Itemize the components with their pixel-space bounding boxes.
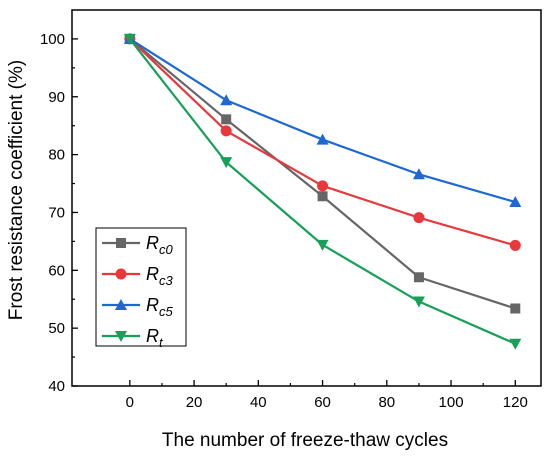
- data-point: [317, 180, 329, 192]
- x-tick-label: 120: [503, 394, 528, 411]
- x-axis-label: The number of freeze-thaw cycles: [162, 430, 448, 451]
- series-line: [129, 38, 516, 310]
- x-axis-ticks: 0 20 40 60 80 100 120: [126, 380, 528, 411]
- y-tick-label: 70: [48, 204, 65, 221]
- y-tick-label: 90: [48, 89, 65, 106]
- data-point: [510, 303, 521, 314]
- series-line: [129, 37, 516, 204]
- y-tick-label: 100: [40, 31, 65, 48]
- y-tick-label: 60: [48, 262, 65, 279]
- data-point: [413, 272, 424, 283]
- x-tick-label: 20: [186, 394, 203, 411]
- y-axis-ticks: 40 50 60 70 80 90 100: [40, 31, 78, 395]
- legend-marker: [115, 268, 127, 280]
- data-point: [509, 196, 522, 208]
- legend-marker: [115, 331, 127, 342]
- data-point: [509, 239, 521, 251]
- y-tick-label: 40: [48, 378, 65, 395]
- data-point: [316, 133, 329, 145]
- data-point: [412, 168, 425, 180]
- data-point: [220, 125, 232, 137]
- data-point: [413, 212, 425, 224]
- legend-marker: [115, 299, 127, 310]
- data-point: [221, 114, 232, 125]
- y-tick-label: 50: [48, 320, 65, 337]
- plot-border: [71, 9, 542, 387]
- x-tick-label: 100: [439, 394, 464, 411]
- y-axis-label: Frost resistance coefficient (%): [6, 60, 27, 320]
- legend-marker: [116, 238, 126, 248]
- data-point: [123, 33, 136, 45]
- data-point: [412, 296, 425, 308]
- data-point: [316, 239, 329, 251]
- y-tick-label: 80: [48, 147, 65, 164]
- series-rt: [123, 33, 522, 350]
- x-tick-label: 60: [314, 394, 331, 411]
- data-point: [220, 94, 233, 106]
- x-tick-label: 80: [378, 394, 395, 411]
- data-point: [220, 157, 233, 169]
- x-tick-label: 0: [126, 394, 134, 411]
- legend-box: [95, 227, 187, 347]
- x-tick-label: 40: [250, 394, 267, 411]
- data-point: [509, 338, 522, 350]
- series-rc3: [124, 33, 521, 251]
- series-lines: [123, 32, 522, 350]
- data-point: [317, 191, 328, 202]
- plot-frame: [71, 9, 542, 387]
